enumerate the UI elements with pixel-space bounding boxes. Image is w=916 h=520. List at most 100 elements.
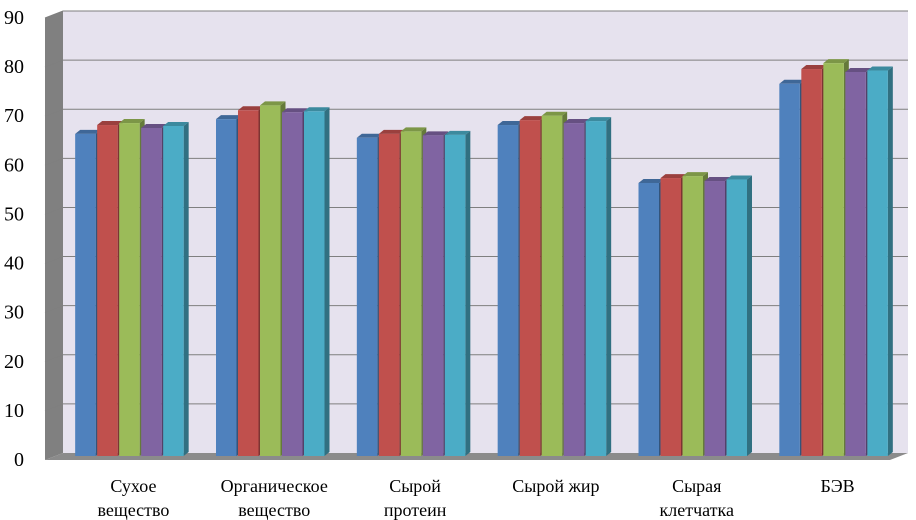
bar xyxy=(779,79,805,457)
bar-top xyxy=(845,67,871,72)
bar-top xyxy=(519,116,546,121)
bar-top xyxy=(704,177,730,182)
bar xyxy=(704,177,730,456)
gridline xyxy=(44,256,908,265)
bar-front xyxy=(638,182,659,456)
bar-top xyxy=(141,123,167,128)
bar xyxy=(585,117,612,456)
bar-side xyxy=(183,122,189,457)
bar-side xyxy=(465,130,471,457)
bar xyxy=(141,123,167,457)
y-tick-label: 50 xyxy=(4,203,24,225)
bar-front xyxy=(585,121,607,456)
bar xyxy=(660,174,686,457)
x-category-label: БЭВ xyxy=(820,476,854,496)
bar-front xyxy=(845,71,866,456)
bar-front xyxy=(704,181,725,456)
bar-front xyxy=(216,119,237,456)
bar xyxy=(400,127,427,457)
bar-front xyxy=(779,83,800,457)
bar-top xyxy=(378,129,405,134)
bar xyxy=(726,175,752,457)
bar xyxy=(378,129,405,456)
bar xyxy=(238,106,264,456)
bar xyxy=(97,121,123,456)
x-category-label: Органическое вещество xyxy=(221,476,328,520)
bar-front xyxy=(163,126,184,457)
gridline xyxy=(44,403,908,412)
bar xyxy=(801,65,827,456)
bar xyxy=(541,111,568,456)
bars xyxy=(75,59,893,457)
gridline xyxy=(44,108,908,117)
bar-side xyxy=(887,66,893,456)
x-axis-categories: Сухое вещество Органическое вещество Сырой пр… xyxy=(97,476,854,520)
bar xyxy=(422,131,449,456)
bar-front xyxy=(660,178,681,457)
bar-top xyxy=(304,107,330,112)
bar xyxy=(260,101,286,456)
bar-top xyxy=(75,129,101,134)
bar xyxy=(682,172,708,456)
bar xyxy=(867,66,893,456)
bar-front xyxy=(141,127,162,457)
bar xyxy=(823,59,849,456)
bar-front xyxy=(260,105,281,456)
side-wall xyxy=(45,11,63,460)
bar-side xyxy=(606,117,612,456)
bar-top xyxy=(823,59,849,64)
bar-front xyxy=(519,120,541,457)
bar-front xyxy=(238,110,259,456)
bar xyxy=(845,67,871,456)
bar-front xyxy=(282,112,303,456)
y-tick-label: 40 xyxy=(4,253,24,275)
bar-front xyxy=(801,69,822,456)
bar-top xyxy=(444,130,471,135)
y-tick-label: 60 xyxy=(4,154,24,176)
x-category-label: Сырой протеин xyxy=(384,476,447,520)
y-tick-label: 10 xyxy=(4,400,24,422)
bar-front xyxy=(563,123,585,456)
gridline xyxy=(44,305,908,314)
bar-top xyxy=(238,106,264,111)
bar-front xyxy=(823,63,844,456)
gridlines xyxy=(44,10,908,412)
bar xyxy=(638,178,664,456)
bar-front xyxy=(356,137,378,456)
bar-front xyxy=(422,135,444,456)
bar-top xyxy=(682,172,708,177)
gridline xyxy=(44,10,908,19)
gridline xyxy=(44,206,908,215)
y-tick-label: 90 xyxy=(4,7,24,29)
bar-front xyxy=(400,131,422,456)
y-tick-label: 0 xyxy=(14,449,24,471)
y-tick-label: 70 xyxy=(4,105,24,127)
bar xyxy=(304,107,330,456)
y-tick-label: 80 xyxy=(4,56,24,78)
gridline xyxy=(44,157,908,166)
bar-top xyxy=(260,101,286,106)
bar-top xyxy=(638,178,664,183)
bar-top xyxy=(801,65,827,70)
back-wall xyxy=(63,11,908,453)
bar-top xyxy=(497,121,524,126)
bar-top xyxy=(282,108,308,113)
y-axis-ticks: 0 10 20 30 40 50 60 70 80 90 xyxy=(4,7,24,471)
bar-front xyxy=(444,134,466,457)
bar xyxy=(216,115,242,456)
y-tick-label: 30 xyxy=(4,302,24,324)
bar-top xyxy=(541,111,568,116)
bar-front xyxy=(304,111,325,456)
gridline xyxy=(44,354,908,363)
bar xyxy=(282,108,308,456)
bar-front xyxy=(867,70,888,456)
bar xyxy=(163,122,189,457)
bar-front xyxy=(97,125,118,456)
bar-top xyxy=(726,175,752,180)
bar-top xyxy=(585,117,612,122)
bar-front xyxy=(378,133,400,456)
bar-front xyxy=(682,176,703,456)
x-category-label: Сырой жир xyxy=(512,476,599,496)
bar-front xyxy=(497,125,519,456)
bar-top xyxy=(216,115,242,120)
